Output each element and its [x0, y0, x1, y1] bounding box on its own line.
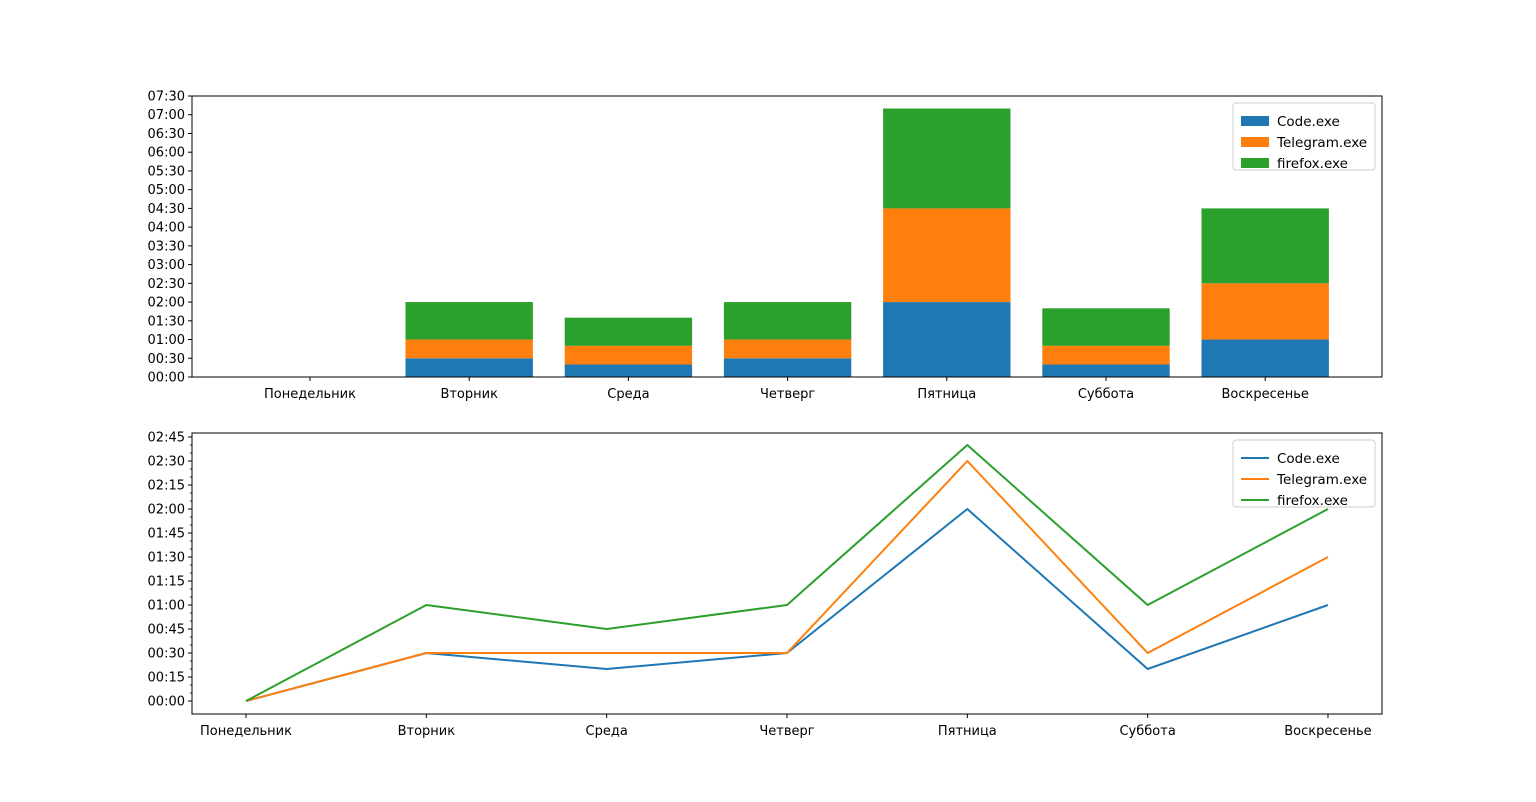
series-line [245, 460, 1329, 702]
x-tick-label: Пятница [938, 724, 997, 739]
bar-segment [1042, 364, 1170, 377]
x-tick-label: Среда [586, 724, 628, 739]
y-tick-label: 01:00 [148, 333, 185, 348]
legend-box [1232, 439, 1376, 508]
y-axis-bottom: 00:00 00:15 00:30 00:45 01:00 01:15 01:30 01:45… [148, 431, 192, 710]
y-tick-label: 02:30 [148, 455, 185, 470]
bar-segment [1201, 339, 1329, 377]
bar-segment [1042, 345, 1170, 365]
bar-segment [883, 108, 1011, 209]
line-group [245, 444, 1329, 702]
y-tick-label: 01:15 [148, 575, 185, 590]
y-tick-label: 00:00 [148, 695, 185, 710]
series-line [245, 444, 1329, 702]
stacked-bar-chart: 00:00 00:30 01:00 01:30 02:00 02:30 03:00 03:30… [148, 90, 1383, 402]
y-tick-label: 07:30 [148, 90, 185, 105]
legend-swatch [1241, 158, 1269, 168]
legend-label: Code.exe [1277, 451, 1340, 467]
y-tick-label: 03:30 [148, 239, 185, 254]
bar-segment [723, 339, 852, 359]
y-tick-label: 06:00 [148, 146, 185, 161]
bar-segment [883, 208, 1011, 303]
y-tick-label: 02:00 [148, 296, 185, 311]
x-tick-label: Понедельник [264, 387, 356, 402]
legend-label: firefox.exe [1277, 493, 1348, 509]
legend-label: Code.exe [1277, 114, 1340, 130]
x-tick-label: Суббота [1078, 387, 1134, 402]
legend-swatch [1241, 116, 1269, 126]
y-tick-label: 01:30 [148, 551, 185, 566]
y-tick-label: 02:45 [148, 431, 185, 446]
x-tick-label: Четверг [759, 724, 814, 739]
y-tick-label: 02:00 [148, 503, 185, 518]
bar-group [405, 108, 1329, 377]
bar-segment [1201, 283, 1329, 340]
axes-frame-top [191, 95, 1383, 378]
x-axis-top: Понедельник Вторник Среда Четверг Пятница Суб… [264, 377, 1309, 402]
y-tick-label: 02:15 [148, 479, 185, 494]
x-tick-label: Четверг [760, 387, 815, 402]
x-tick-label: Понедельник [200, 724, 292, 739]
y-tick-label: 01:00 [148, 599, 185, 614]
y-tick-label: 00:00 [148, 371, 185, 386]
x-tick-label: Пятница [917, 387, 976, 402]
bar-segment [1042, 308, 1170, 346]
y-tick-label: 07:00 [148, 108, 185, 123]
x-tick-label: Воскресенье [1221, 387, 1308, 402]
bar-segment [564, 345, 693, 365]
y-tick-label: 05:30 [148, 164, 185, 179]
bar-segment [723, 302, 852, 340]
bar-segment [405, 358, 533, 377]
y-tick-label: 01:45 [148, 527, 185, 542]
x-tick-label: Воскресенье [1284, 724, 1371, 739]
legend-label: Telegram.exe [1276, 472, 1367, 488]
x-tick-label: Среда [607, 387, 649, 402]
line-chart: 00:00 00:15 00:30 00:45 01:00 01:15 01:30 01:45… [148, 431, 1383, 739]
legend-bottom: Code.exe Telegram.exe firefox.exe [1232, 439, 1376, 509]
legend-label: firefox.exe [1277, 156, 1348, 172]
bar-segment [883, 302, 1011, 377]
y-tick-label: 04:00 [148, 221, 185, 236]
y-tick-label: 00:30 [148, 647, 185, 662]
y-axis-top: 00:00 00:30 01:00 01:30 02:00 02:30 03:00 03:30… [148, 90, 192, 386]
bar-segment [1201, 208, 1329, 284]
legend-swatch [1241, 137, 1269, 147]
y-tick-label: 00:15 [148, 671, 185, 686]
y-tick-label: 04:30 [148, 202, 185, 217]
x-tick-label: Вторник [398, 724, 456, 739]
bar-segment [564, 317, 693, 346]
bar-segment [564, 364, 693, 377]
y-tick-label: 03:00 [148, 258, 185, 273]
y-tick-label: 05:00 [148, 183, 185, 198]
y-tick-label: 01:30 [148, 314, 185, 329]
axes-frame-bottom [191, 432, 1383, 715]
bar-segment [723, 358, 852, 377]
legend-top: Code.exe Telegram.exe firefox.exe [1232, 102, 1376, 172]
x-axis-bottom: Понедельник Вторник Среда Четверг Пятница Суб… [200, 714, 1372, 739]
y-tick-label: 02:30 [148, 277, 185, 292]
y-tick-label: 06:30 [148, 127, 185, 142]
y-tick-label: 00:30 [148, 352, 185, 367]
x-tick-label: Вторник [440, 387, 498, 402]
bar-segment [405, 302, 533, 340]
x-tick-label: Суббота [1119, 724, 1175, 739]
legend-label: Telegram.exe [1276, 135, 1367, 151]
bar-segment [405, 339, 533, 359]
y-tick-label: 00:45 [148, 623, 185, 638]
